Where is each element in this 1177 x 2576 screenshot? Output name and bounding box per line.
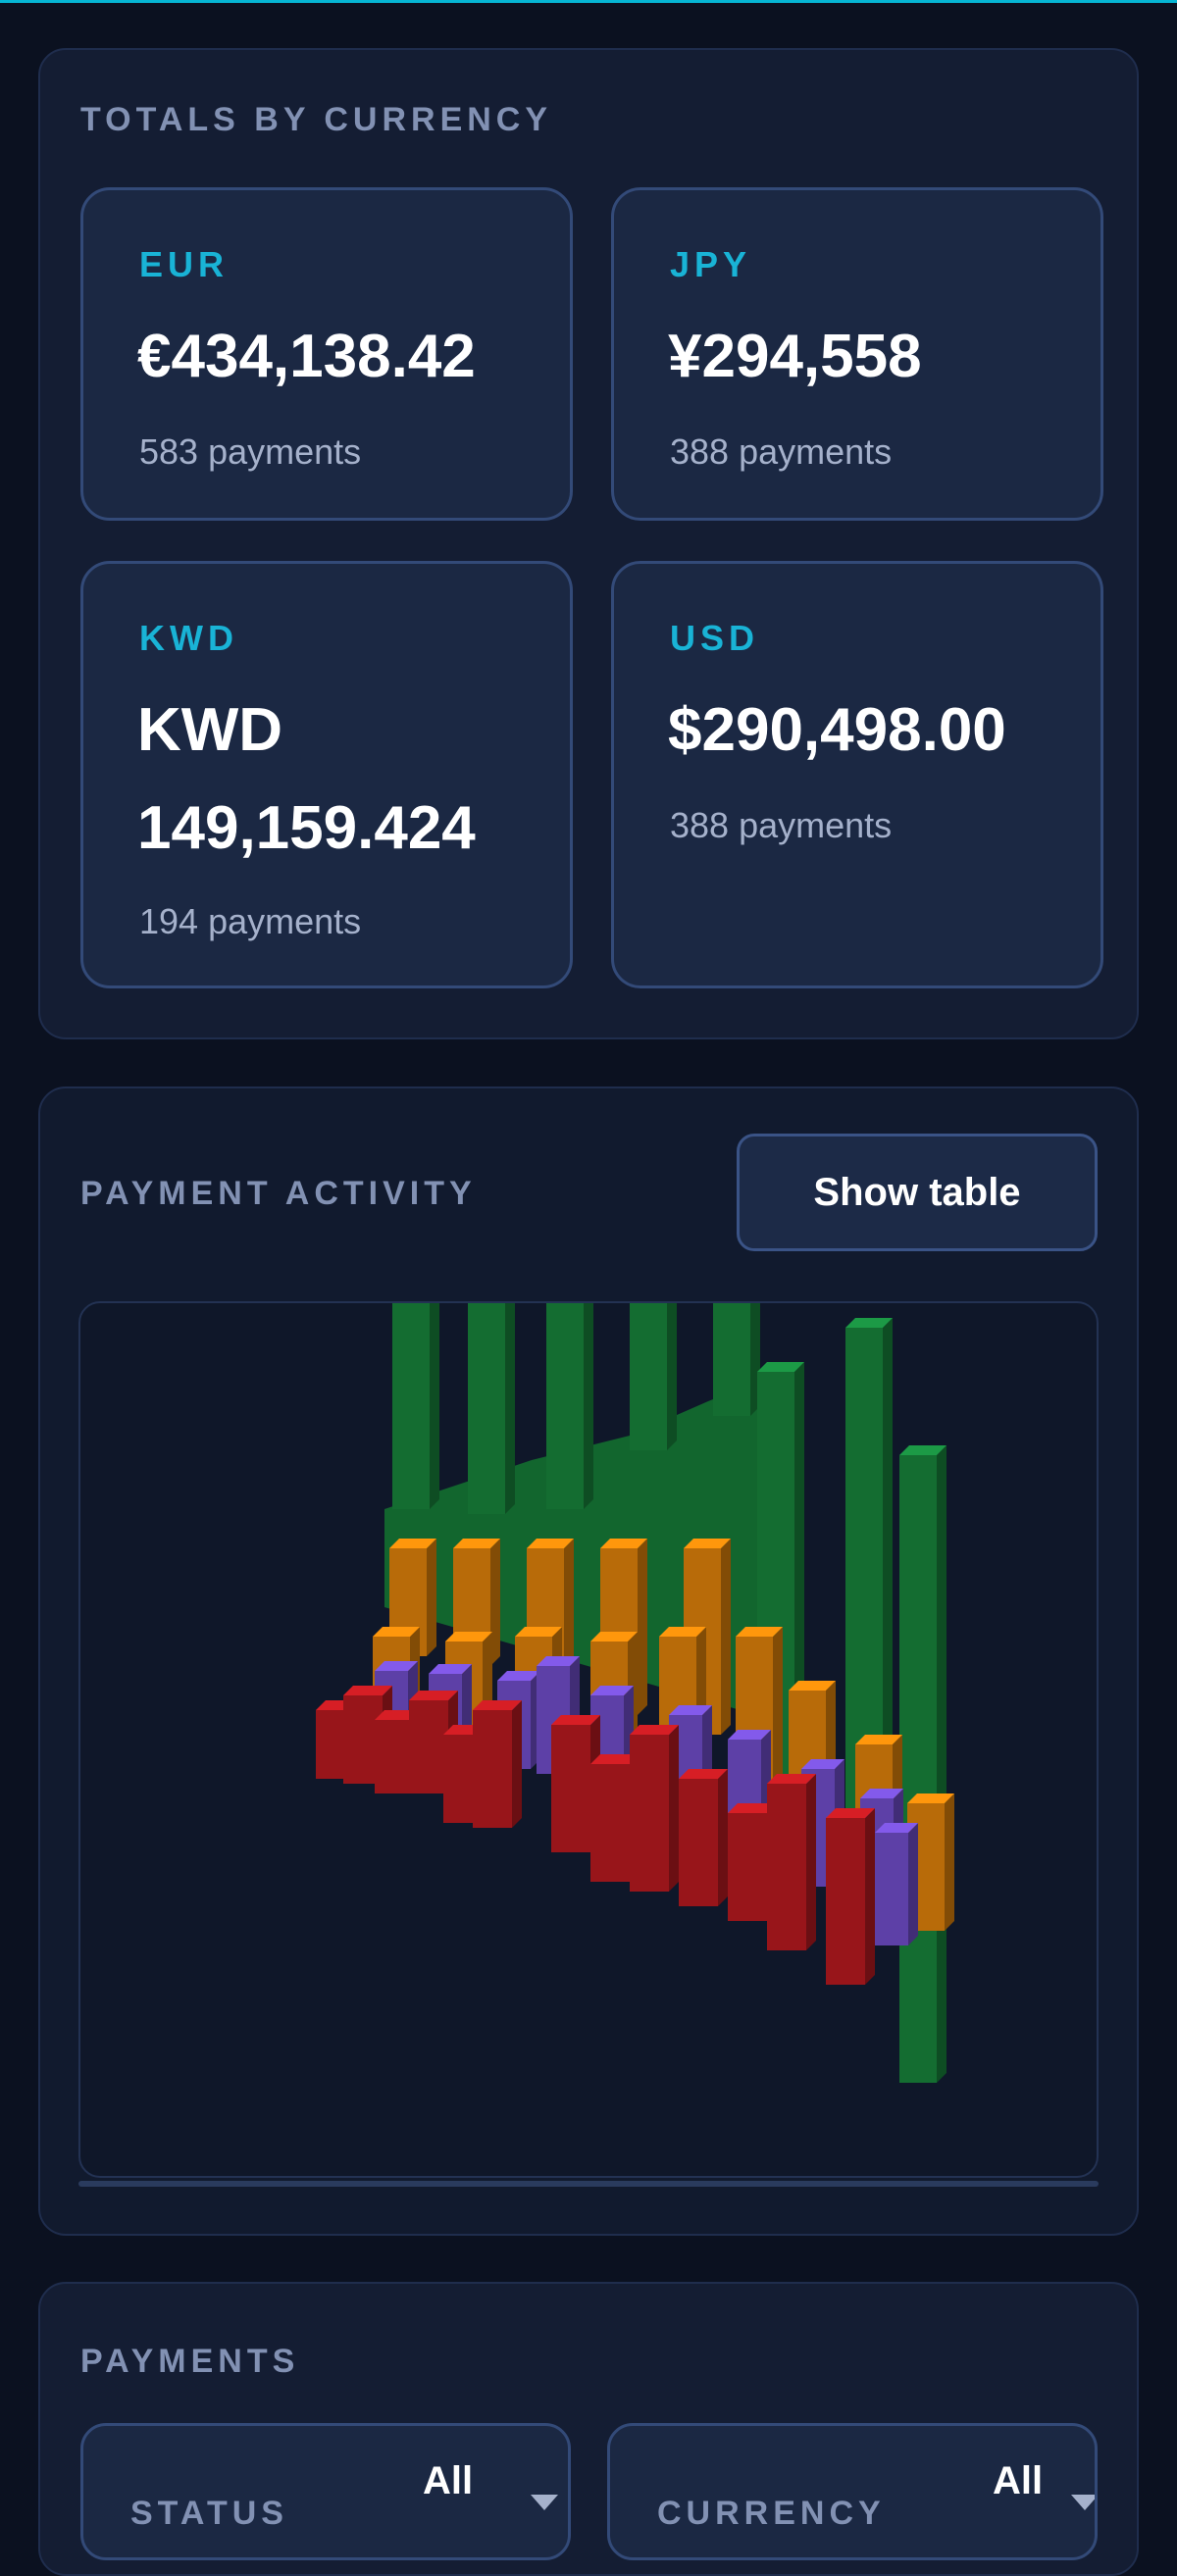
currency-filter[interactable]: CURRENCY All [607,2423,1098,2560]
payment-count: 583 payments [139,431,362,472]
bar-jpy [875,1823,918,1945]
currency-card-kwd: KWD KWD 149,159.424 194 payments [80,561,573,988]
currency-code: EUR [139,244,230,284]
status-filter-value: All [423,2459,474,2502]
currency-amount: $290,498.00 [668,696,1006,764]
payments-panel: PAYMENTS STATUS All CURRENCY All [38,2282,1139,2576]
currency-filter-value: All [993,2459,1044,2502]
currency-filter-label: CURRENCY [657,2495,886,2532]
totals-panel: TOTALS BY CURRENCY EUR €434,138.42 583 p… [38,48,1139,1039]
currency-card-usd: USD $290,498.00 388 payments [611,561,1103,988]
payment-count: 388 payments [670,805,893,845]
status-filter[interactable]: STATUS All [80,2423,571,2560]
bar-usd [630,1303,677,1450]
currency-amount: €434,138.42 [137,323,476,390]
chevron-down-icon [531,2495,558,2510]
bar-usd [468,1303,515,1514]
chart-scrollbar[interactable] [78,2181,1099,2187]
show-table-button[interactable]: Show table [737,1134,1098,1251]
payments-title: PAYMENTS [80,2343,300,2380]
bar-eur [389,1539,436,1656]
currency-code: KWD [139,618,238,658]
bar-kwd [409,1691,458,1793]
bar-kwd [826,1808,875,1985]
bar-kwd [679,1769,728,1906]
activity-chart-canvas [316,1303,954,2083]
bar-usd [392,1303,439,1509]
bar-kwd [767,1774,816,1950]
currency-code: JPY [670,244,752,284]
top-accent-bar [0,0,1177,3]
payment-count: 388 payments [670,431,893,472]
bar-kwd [630,1725,679,1892]
currency-amount: KWD 149,159.424 [137,696,476,862]
currency-amount: ¥294,558 [668,323,922,390]
currency-card-eur: EUR €434,138.42 583 payments [80,187,573,521]
currency-code: USD [670,618,760,658]
activity-3d-chart[interactable] [78,1301,1099,2178]
bar-usd [899,1445,947,2083]
totals-title: TOTALS BY CURRENCY [80,101,553,138]
activity-title: PAYMENT ACTIVITY [80,1175,477,1212]
currency-card-jpy: JPY ¥294,558 388 payments [611,187,1103,521]
bar-usd [713,1303,760,1416]
bar-usd [546,1303,593,1509]
chevron-down-icon [1071,2495,1095,2510]
activity-panel: PAYMENT ACTIVITY Show table [38,1086,1139,2236]
payment-count: 194 payments [139,901,362,941]
status-filter-label: STATUS [130,2495,288,2532]
bar-kwd [473,1700,522,1828]
